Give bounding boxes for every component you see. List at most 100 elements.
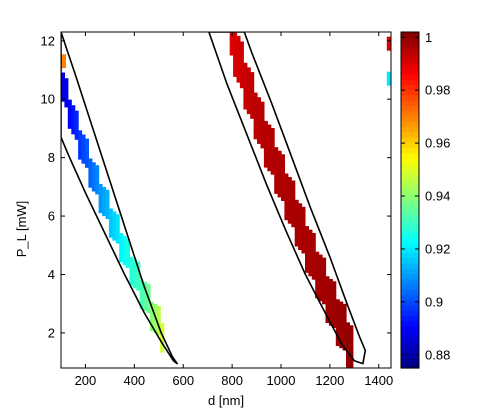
y-tick-label: 12 bbox=[41, 33, 55, 48]
heatmap-cell bbox=[233, 32, 238, 77]
colorbar-segment bbox=[401, 205, 419, 212]
y-tick-label: 8 bbox=[48, 150, 55, 165]
heatmap-cell bbox=[139, 279, 144, 309]
colorbar-segment bbox=[401, 310, 419, 317]
colorbar-tick-label: 0.92 bbox=[425, 241, 450, 256]
colorbar-segment bbox=[401, 84, 419, 91]
colorbar-segment bbox=[401, 252, 419, 259]
colorbar-segment bbox=[401, 273, 419, 280]
heatmap-cell bbox=[88, 158, 93, 188]
colorbar-segment bbox=[401, 131, 419, 138]
x-axis-label: d [nm] bbox=[208, 393, 244, 408]
colorbar-segment bbox=[401, 89, 419, 96]
heatmap-cell bbox=[294, 199, 299, 247]
y-tick-label: 10 bbox=[41, 92, 55, 107]
heatmap-cell bbox=[74, 110, 79, 140]
heatmap-cell bbox=[332, 281, 337, 328]
heatmap-cell bbox=[284, 173, 289, 221]
heatmap-cell bbox=[91, 162, 96, 192]
x-tick-label: 1400 bbox=[364, 373, 393, 388]
colorbar-segment bbox=[401, 341, 419, 348]
heatmap-cell bbox=[143, 281, 148, 312]
x-tick-label: 600 bbox=[172, 373, 194, 388]
colorbar-segment bbox=[401, 126, 419, 133]
colorbar-segment bbox=[401, 189, 419, 196]
heatmap-cell bbox=[64, 78, 69, 108]
heatmap-cell bbox=[277, 150, 282, 198]
colorbar-segment bbox=[401, 210, 419, 217]
heatmap-cell bbox=[257, 97, 261, 144]
colorbar-segment bbox=[401, 100, 419, 107]
heatmap-cell bbox=[229, 32, 234, 56]
colorbar-segment bbox=[401, 294, 419, 301]
colorbar-segment bbox=[401, 305, 419, 311]
x-tick-label: 400 bbox=[123, 373, 145, 388]
colorbar-segment bbox=[401, 284, 419, 290]
colorbar-segment bbox=[401, 362, 419, 369]
x-tick-label: 200 bbox=[75, 373, 97, 388]
heatmap-cell bbox=[346, 322, 350, 368]
y-tick-label: 4 bbox=[48, 267, 55, 282]
heatmap-cell bbox=[311, 233, 316, 280]
heatmap-cell bbox=[260, 101, 265, 149]
heatmap-cell bbox=[298, 203, 303, 250]
colorbar-segment bbox=[401, 37, 419, 44]
heatmap-cell bbox=[122, 235, 127, 266]
colorbar-segment bbox=[401, 231, 419, 238]
colorbar-segment bbox=[401, 352, 419, 359]
heatmap-cell bbox=[339, 301, 344, 349]
colorbar-segment bbox=[401, 58, 419, 65]
heatmap-cell bbox=[67, 99, 72, 129]
colorbar-segment bbox=[401, 299, 419, 306]
colorbar-segment bbox=[401, 315, 419, 322]
region-outline bbox=[61, 32, 178, 365]
heatmap-cell bbox=[61, 72, 65, 102]
x-tick-label: 1000 bbox=[267, 373, 296, 388]
colorbar-tick-label: 0.96 bbox=[425, 136, 450, 151]
colorbar-segment bbox=[401, 268, 419, 275]
heatmap-cell bbox=[246, 67, 251, 115]
colorbar-segment bbox=[401, 74, 419, 80]
heatmap-cell bbox=[105, 189, 110, 219]
colorbar-segment bbox=[401, 226, 419, 233]
heatmap-cell bbox=[98, 183, 103, 214]
heatmap-cell bbox=[160, 323, 165, 353]
heatmap-cell bbox=[136, 261, 141, 291]
heatmap-cell bbox=[71, 105, 76, 135]
heatmap-cell bbox=[108, 208, 113, 238]
region-outline bbox=[208, 32, 367, 365]
heatmap-cell bbox=[342, 303, 347, 351]
colorbar-tick-label: 1 bbox=[425, 30, 432, 45]
colorbar-segment bbox=[401, 236, 419, 243]
heatmap-cell bbox=[102, 186, 107, 217]
colorbar-segment bbox=[401, 257, 419, 264]
heatmap-cell bbox=[239, 41, 244, 89]
colorbar-segment bbox=[401, 163, 419, 170]
colorbar-segment bbox=[401, 137, 419, 143]
colorbar: 0.88 0.9 0.92 0.94 0.96 0.98 1 bbox=[400, 30, 450, 369]
heatmap-cell bbox=[156, 305, 161, 336]
colorbar-tick-label: 0.9 bbox=[425, 294, 443, 309]
colorbar-segment bbox=[401, 336, 419, 343]
heatmap-cell bbox=[386, 71, 391, 86]
colorbar-segment bbox=[401, 63, 419, 70]
y-tick-label: 6 bbox=[48, 209, 55, 224]
heatmap-cell bbox=[335, 299, 340, 346]
colorbar-segment bbox=[401, 194, 419, 201]
heatmap-cell bbox=[129, 256, 134, 286]
heatmap-cell bbox=[291, 180, 296, 228]
colorbar-segment bbox=[401, 158, 419, 164]
colorbar-segment bbox=[401, 263, 419, 269]
colorbar-segment bbox=[401, 215, 419, 222]
colorbar-segment bbox=[401, 184, 419, 191]
colorbar-segment bbox=[401, 116, 419, 122]
y-axis-label: P_L [mW] bbox=[14, 201, 29, 258]
y-tick-label: 2 bbox=[48, 325, 55, 340]
heatmap-cell bbox=[95, 165, 100, 195]
heatmap-cell bbox=[274, 147, 279, 194]
heatmap-cell bbox=[325, 276, 330, 323]
colorbar-segment bbox=[401, 247, 419, 254]
heatmap-cell bbox=[112, 211, 117, 241]
colorbar-segment bbox=[401, 347, 419, 353]
